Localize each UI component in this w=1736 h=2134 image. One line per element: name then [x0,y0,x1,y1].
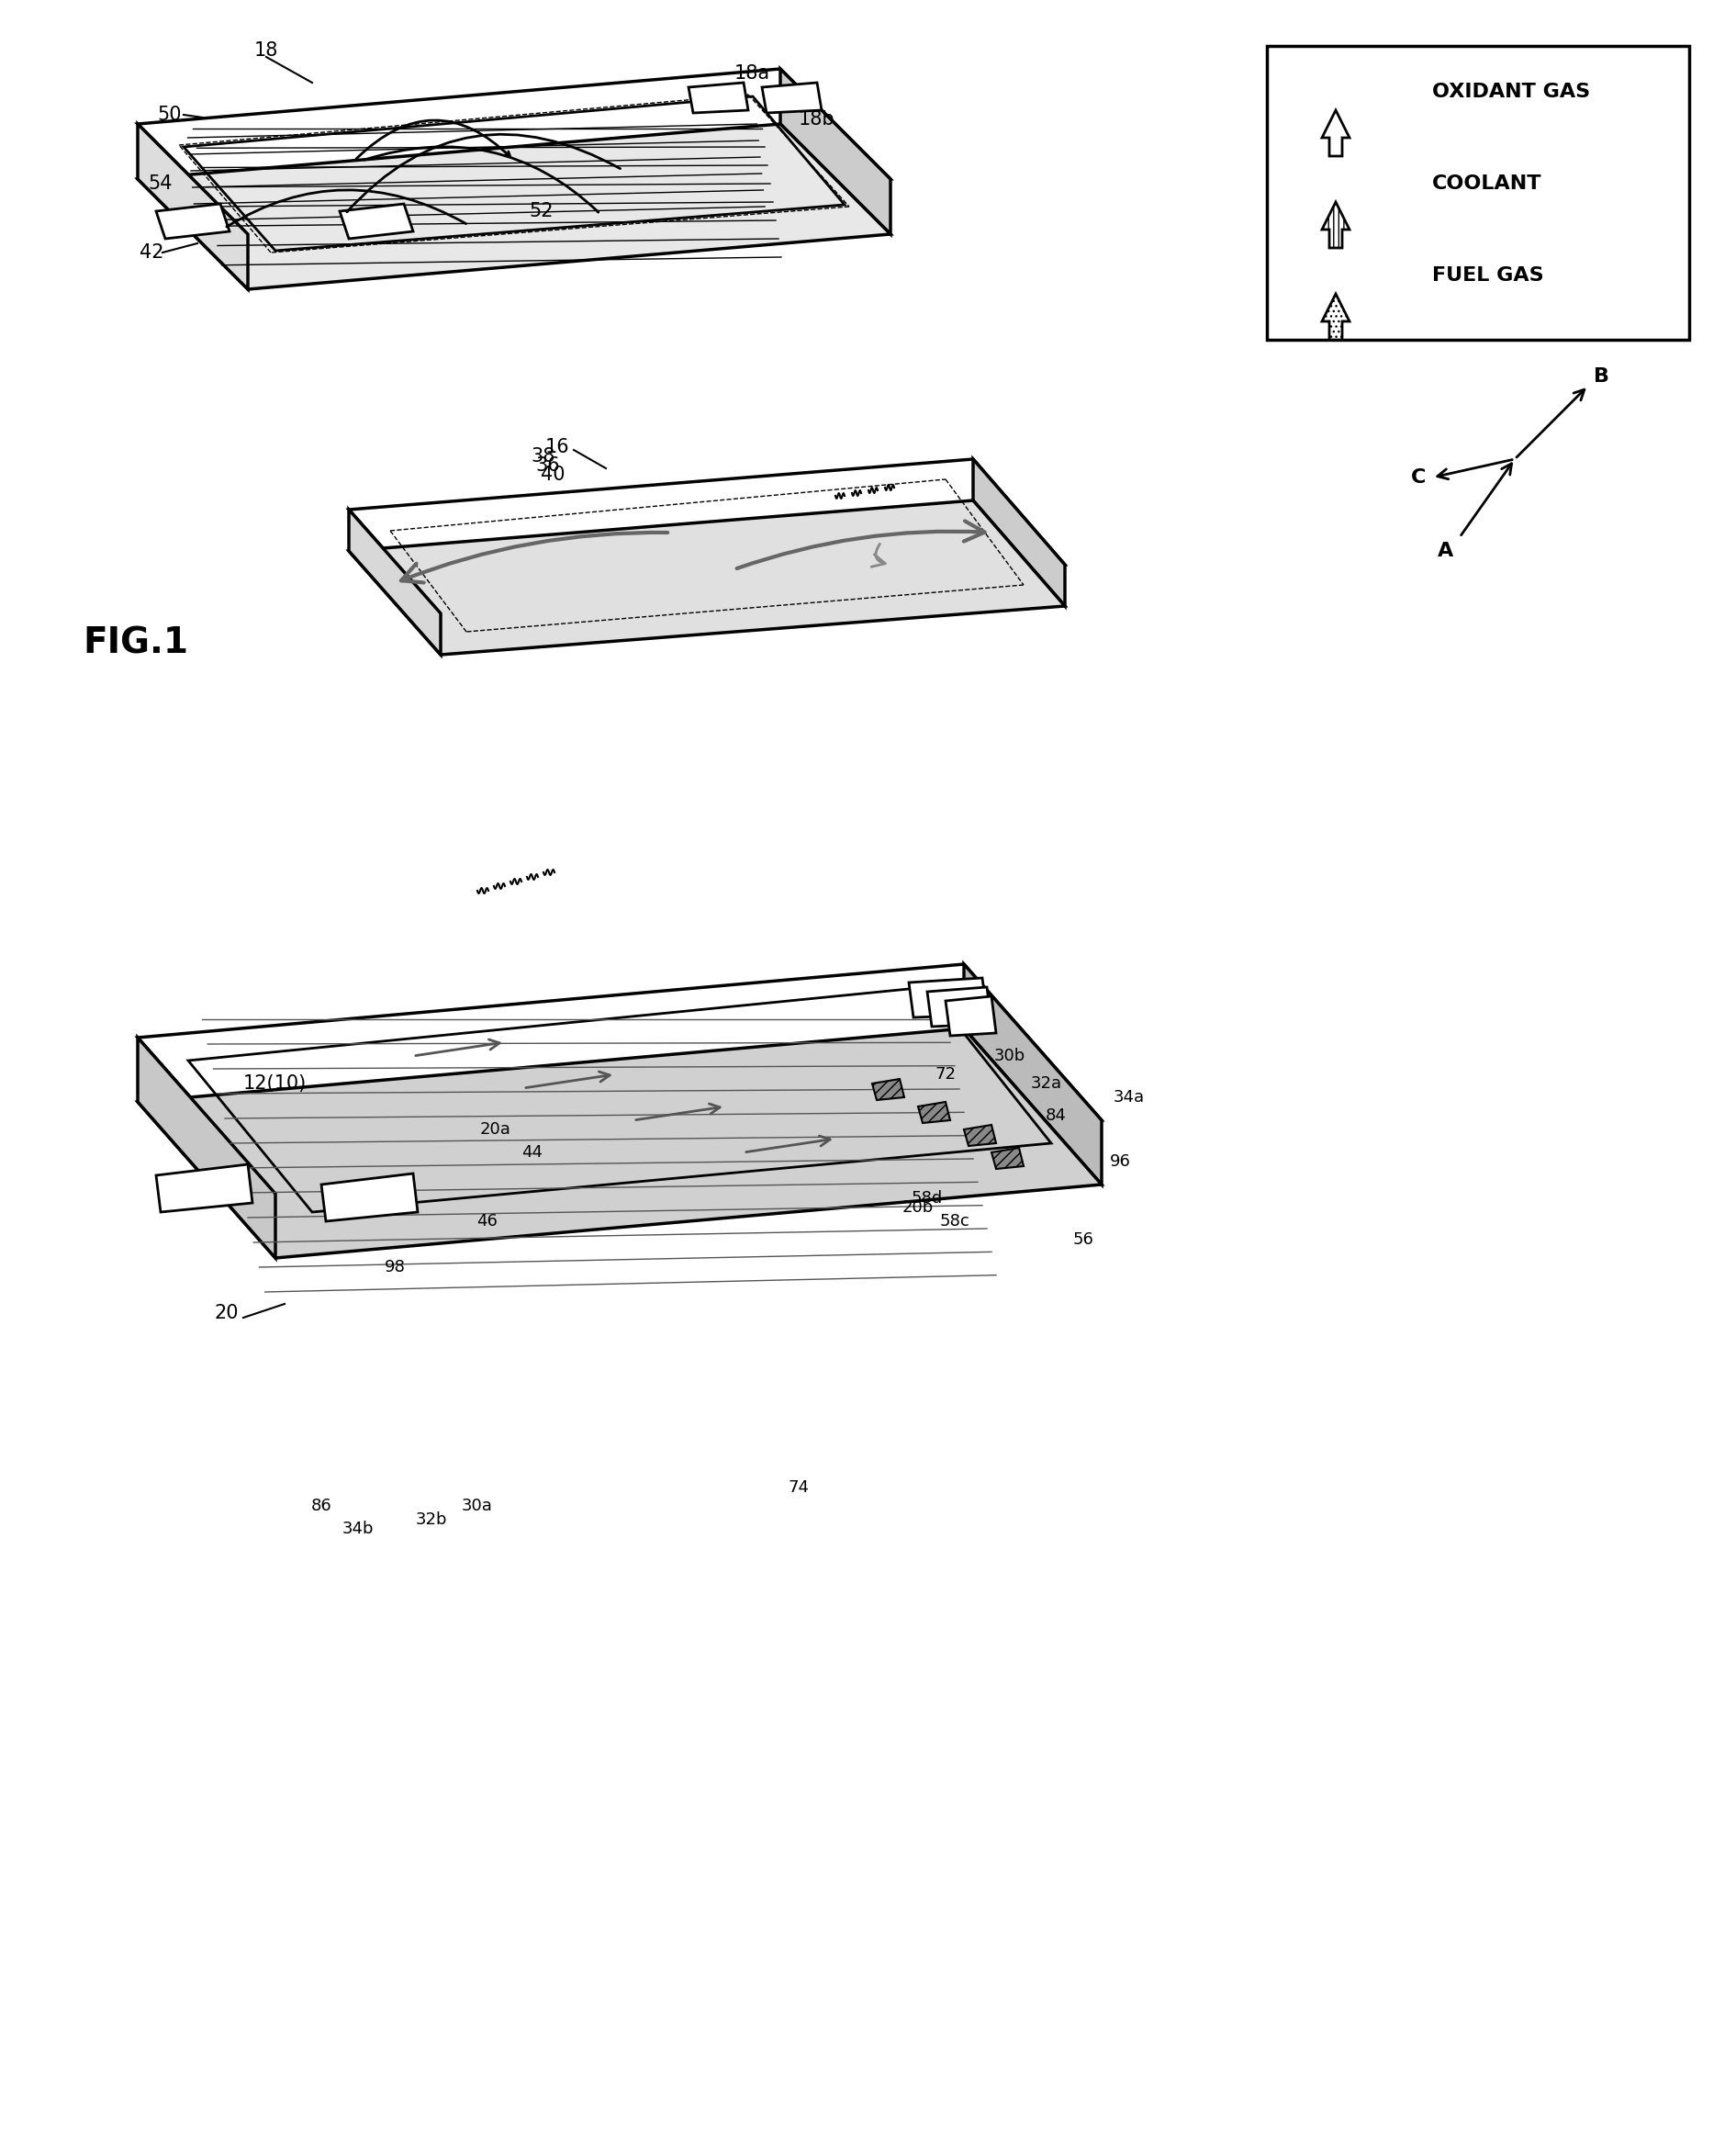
Text: 96: 96 [1109,1152,1130,1169]
Polygon shape [1323,111,1349,156]
Text: 32a: 32a [1031,1076,1062,1093]
Text: 58c: 58c [939,1212,970,1229]
Text: 54: 54 [149,175,174,192]
Polygon shape [689,83,748,113]
Text: 40: 40 [540,465,564,484]
Text: 58d: 58d [911,1191,943,1206]
Text: FUEL GAS: FUEL GAS [1432,267,1543,284]
Bar [1267,47,1689,339]
Text: A: A [1437,542,1453,559]
Polygon shape [963,1125,996,1146]
Polygon shape [779,68,891,235]
Polygon shape [137,1029,1102,1259]
Polygon shape [156,205,229,239]
Text: C: C [1411,467,1425,487]
Polygon shape [1323,294,1349,339]
Text: B: B [1594,367,1609,386]
Text: 72: 72 [936,1067,957,1082]
FancyArrowPatch shape [227,190,465,226]
Text: 20: 20 [214,1304,238,1323]
Polygon shape [156,1165,252,1212]
FancyArrowPatch shape [871,544,885,568]
Polygon shape [137,124,248,290]
Polygon shape [927,988,991,1026]
Polygon shape [137,68,891,235]
Text: 36: 36 [536,457,561,474]
FancyArrowPatch shape [347,134,620,211]
Text: 84: 84 [1045,1108,1066,1125]
Text: 34b: 34b [342,1522,373,1536]
Text: OXIDANT GAS: OXIDANT GAS [1432,83,1590,100]
Polygon shape [871,1080,904,1099]
Text: 98: 98 [384,1259,404,1276]
Polygon shape [918,1101,950,1122]
Text: 12(10): 12(10) [243,1073,307,1093]
Polygon shape [974,459,1064,606]
Polygon shape [991,1148,1024,1169]
Text: 86: 86 [311,1498,332,1515]
Polygon shape [137,1037,276,1259]
Text: FIG.1: FIG.1 [83,625,187,659]
FancyArrowPatch shape [365,147,599,211]
Polygon shape [349,459,1064,612]
Text: 34a: 34a [1113,1088,1144,1105]
Text: 74: 74 [788,1479,809,1496]
Text: 56: 56 [1073,1231,1094,1248]
Text: 18a: 18a [734,64,771,83]
Polygon shape [349,501,1064,655]
Text: 50: 50 [158,105,182,124]
Text: 44: 44 [523,1144,543,1161]
Polygon shape [321,1174,418,1221]
Polygon shape [349,510,441,655]
Text: 18b: 18b [799,111,835,128]
Text: 38: 38 [531,448,556,465]
Text: 30a: 30a [462,1498,493,1515]
Polygon shape [1323,203,1349,248]
Text: 42: 42 [139,243,163,262]
Text: 18: 18 [253,41,278,60]
Polygon shape [946,997,996,1035]
Polygon shape [340,205,413,239]
Polygon shape [910,977,986,1018]
Polygon shape [137,124,891,290]
Text: 16: 16 [545,437,569,457]
Text: 32b: 32b [415,1511,448,1528]
Text: 46: 46 [476,1212,496,1229]
Polygon shape [762,83,821,113]
Text: 52: 52 [529,203,554,220]
Polygon shape [137,965,1102,1193]
Text: 20b: 20b [903,1199,934,1216]
Text: 20a: 20a [481,1120,512,1137]
Text: 30b: 30b [995,1048,1026,1065]
Text: COOLANT: COOLANT [1432,175,1542,192]
Polygon shape [963,965,1102,1184]
